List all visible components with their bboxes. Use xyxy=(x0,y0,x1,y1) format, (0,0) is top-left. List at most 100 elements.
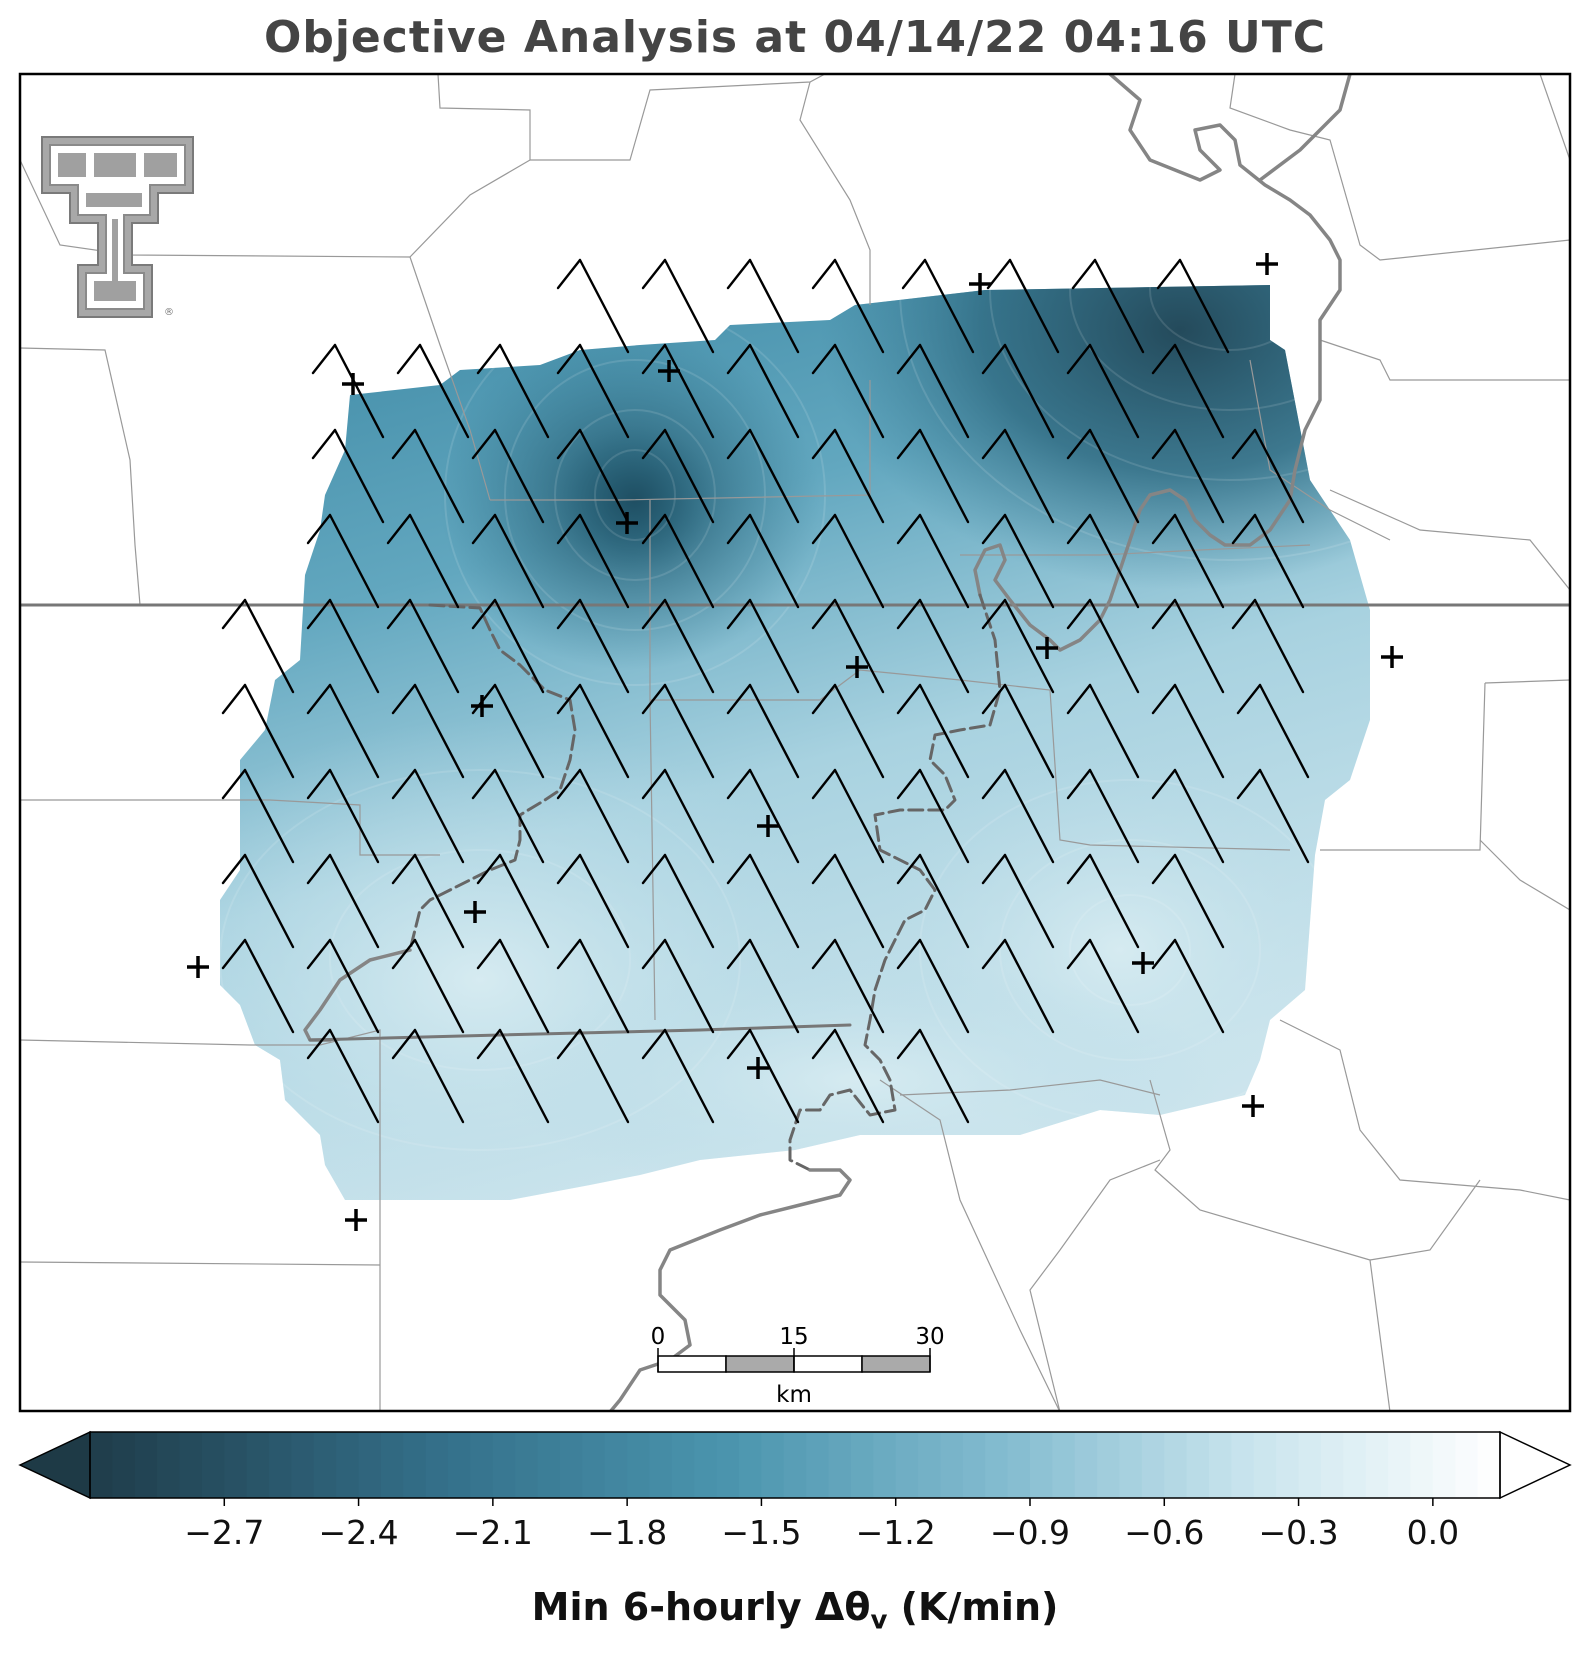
wind-barb-icon xyxy=(1231,598,1305,694)
wind-barb-icon xyxy=(556,768,630,864)
wind-barb-icon xyxy=(811,598,885,694)
scale-label-15: 15 xyxy=(779,1324,808,1350)
wind-barb-icon xyxy=(811,768,885,864)
colorbar-label-units: (K/min) xyxy=(887,1585,1059,1629)
colorbar-segment xyxy=(380,1432,404,1498)
wind-barb-icon xyxy=(476,853,550,949)
texas-tech-double-t-logo: ® xyxy=(41,136,194,318)
colorbar-segment xyxy=(1298,1432,1322,1498)
wind-barb-icon xyxy=(1066,683,1140,779)
colorbar-ticks: −2.7 −2.4 −2.1 −1.8 −1.5 −1.2 −0.9 −0.6 −0.3 0.0 xyxy=(184,1498,1459,1552)
wind-barb-icon xyxy=(726,1028,800,1124)
colorbar-segment xyxy=(1231,1432,1255,1498)
wind-barb-icon xyxy=(221,938,295,1034)
scale-unit: km xyxy=(776,1382,812,1408)
colorbar-segment xyxy=(627,1432,651,1498)
map-frame xyxy=(18,72,1572,1413)
wind-barb-icon xyxy=(981,428,1055,524)
colorbar-segment xyxy=(850,1432,874,1498)
station-marker-icon xyxy=(1256,253,1278,275)
wind-barb-icon xyxy=(396,343,470,439)
colorbar-extend-min xyxy=(18,1430,91,1500)
colorbar-label-main: Min 6-hourly Δθ xyxy=(531,1585,871,1629)
wind-barb-icon xyxy=(1066,513,1140,609)
wind-barb-icon xyxy=(1231,513,1305,609)
colorbar-segment xyxy=(358,1432,382,1498)
colorbar-segment xyxy=(1432,1432,1456,1498)
state-border-south xyxy=(308,1023,852,1042)
wind-barb-icon xyxy=(556,1028,630,1124)
colorbar-segment xyxy=(448,1432,472,1498)
station-marker-icon xyxy=(471,695,493,717)
colorbar-segment xyxy=(985,1432,1009,1498)
river-east-upper xyxy=(1258,74,1352,182)
wind-barb-icon xyxy=(556,598,630,694)
colorbar-segment xyxy=(1007,1432,1031,1498)
colorbar-segment xyxy=(403,1432,427,1498)
colorbar-segment xyxy=(1209,1432,1233,1498)
wind-barb-icon xyxy=(1066,428,1140,524)
wind-barb-icon xyxy=(641,683,715,779)
wind-barb-icon xyxy=(726,343,800,439)
station-marker-icon xyxy=(616,512,638,534)
wind-barb-icon xyxy=(391,428,465,524)
colorbar-tick-label: −1.8 xyxy=(587,1513,667,1552)
colorbar-segment xyxy=(269,1432,293,1498)
wind-barb-icon xyxy=(896,598,970,694)
wind-barb-icon xyxy=(981,513,1055,609)
colorbar-segment xyxy=(425,1432,449,1498)
colorbar-segment xyxy=(492,1432,516,1498)
wind-barb-icon xyxy=(896,853,970,949)
wind-barb-icon xyxy=(1066,598,1140,694)
colorbar-segment xyxy=(873,1432,897,1498)
station-marker-icon xyxy=(187,956,209,978)
colorbar-tick-label: −0.9 xyxy=(990,1513,1070,1552)
wind-barb-icon xyxy=(896,683,970,779)
colorbar-segment xyxy=(694,1432,718,1498)
wind-barb-icon xyxy=(306,683,380,779)
colorbar-segment xyxy=(761,1432,785,1498)
colorbar-segment xyxy=(649,1432,673,1498)
wind-barb-icon xyxy=(726,768,800,864)
station-marker-icon xyxy=(1381,646,1403,668)
colorbar-segment xyxy=(1410,1432,1434,1498)
wind-barb-icon xyxy=(391,683,465,779)
colorbar-tick-label: −2.4 xyxy=(319,1513,399,1552)
colorbar-segment xyxy=(1477,1432,1501,1498)
wind-barb-icon xyxy=(726,428,800,524)
wind-barb-icon xyxy=(641,768,715,864)
wind-barb-icon xyxy=(311,343,385,439)
colorbar-segment xyxy=(828,1432,852,1498)
wind-barb-icon xyxy=(811,513,885,609)
wind-barb-icon xyxy=(221,853,295,949)
colorbar-segment xyxy=(1097,1432,1121,1498)
wind-barb-icon xyxy=(306,1028,380,1124)
river-west xyxy=(408,603,577,952)
wind-barb-icon xyxy=(641,513,715,609)
colorbar-tick-label: −2.7 xyxy=(184,1513,264,1552)
scale-bar: 0 15 30 km xyxy=(651,1324,945,1408)
wind-barbs xyxy=(221,258,1310,1124)
wind-barb-icon xyxy=(896,513,970,609)
wind-barb-icon xyxy=(726,938,800,1034)
colorbar-segment xyxy=(1030,1432,1053,1498)
wind-barb-icon xyxy=(896,428,970,524)
wind-barb-icon xyxy=(981,938,1055,1034)
wind-barb-icon xyxy=(391,853,465,949)
colorbar-segment xyxy=(313,1432,337,1498)
station-marker-icon xyxy=(658,360,680,382)
station-marker-icon xyxy=(1036,637,1058,659)
colorbar-segment xyxy=(1455,1432,1479,1498)
colorbar-extend-max xyxy=(1499,1430,1572,1500)
colorbar-segment xyxy=(940,1432,964,1498)
wind-barb-icon xyxy=(981,683,1055,779)
wind-barb-icon xyxy=(811,683,885,779)
wind-barb-icon xyxy=(1156,258,1230,354)
station-marker-icon xyxy=(846,656,868,678)
wind-barb-icon xyxy=(1151,853,1225,949)
station-marker-icon xyxy=(969,273,991,295)
colorbar-label-subscript: v xyxy=(870,1605,888,1636)
wind-barb-icon xyxy=(641,428,715,524)
